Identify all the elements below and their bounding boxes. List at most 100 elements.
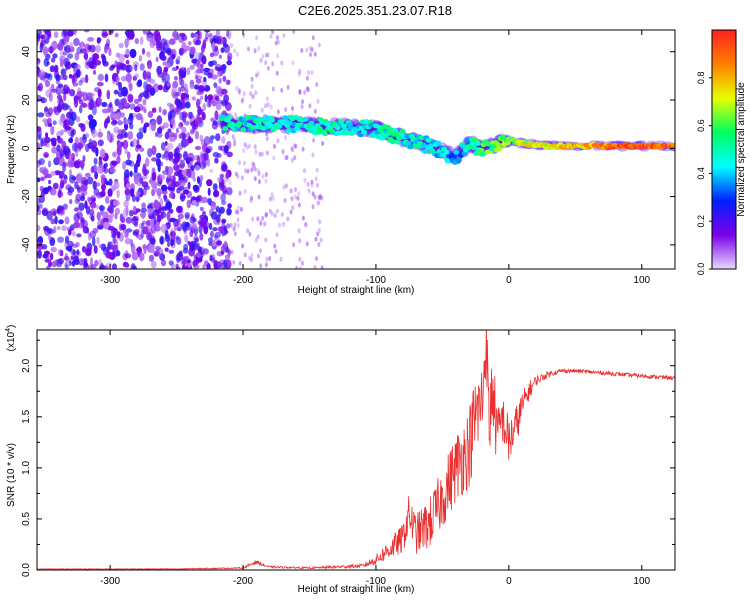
noise-speckle: [243, 142, 247, 148]
noise-speckle: [192, 184, 199, 192]
noise-speckle: [96, 236, 100, 245]
noise-speckle: [195, 165, 200, 172]
noise-speckle: [125, 183, 131, 189]
noise-speckle: [84, 74, 89, 84]
noise-speckle: [253, 176, 257, 182]
noise-speckle: [243, 252, 247, 258]
band-cell: [489, 146, 496, 152]
noise-speckle: [246, 168, 250, 174]
noise-speckle: [253, 144, 257, 150]
noise-speckle: [276, 208, 279, 214]
noise-speckle: [157, 214, 162, 223]
noise-speckle: [209, 168, 213, 173]
noise-speckle: [50, 170, 56, 176]
noise-speckle: [91, 129, 98, 138]
noise-speckle: [106, 38, 111, 46]
noise-speckle: [215, 133, 221, 142]
noise-speckle: [104, 162, 108, 168]
band-cell: [347, 125, 354, 131]
noise-speckle: [150, 237, 156, 245]
noise-speckle: [296, 196, 300, 201]
svg-text:(x104): (x104): [5, 325, 17, 352]
noise-speckle: [42, 118, 49, 123]
noise-speckle: [244, 168, 247, 174]
noise-speckle: [168, 177, 172, 183]
band-cell: [471, 145, 478, 151]
noise-speckle: [118, 141, 123, 150]
noise-speckle: [266, 52, 270, 58]
noise-speckle: [88, 138, 93, 145]
noise-speckle: [171, 89, 176, 97]
noise-speckle: [136, 144, 142, 149]
noise-speckle: [272, 155, 276, 161]
noise-speckle: [63, 174, 68, 180]
noise-speckle: [106, 115, 111, 124]
noise-speckle: [105, 195, 110, 204]
noise-speckle: [131, 251, 139, 261]
noise-speckle: [176, 127, 179, 134]
noise-speckle: [256, 234, 260, 240]
noise-speckle: [158, 106, 162, 113]
noise-speckle: [130, 188, 135, 198]
noise-speckle: [221, 222, 225, 227]
noise-speckle: [157, 84, 163, 91]
noise-speckle: [44, 106, 49, 113]
noise-speckle: [311, 191, 315, 197]
noise-speckle: [276, 138, 280, 144]
noise-speckle: [125, 59, 130, 65]
noise-speckle: [307, 188, 311, 194]
noise-speckle: [226, 151, 233, 158]
noise-speckle: [59, 48, 65, 57]
noise-speckle: [145, 157, 150, 168]
noise-speckle: [265, 52, 268, 58]
noise-speckle: [265, 131, 269, 137]
noise-speckle: [75, 173, 83, 184]
noise-speckle: [42, 253, 48, 259]
noise-speckle: [163, 194, 167, 200]
noise-speckle: [47, 107, 54, 116]
noise-speckle: [177, 86, 181, 97]
noise-speckle: [179, 67, 183, 72]
noise-speckle: [90, 62, 97, 70]
noise-speckle: [311, 152, 315, 158]
noise-speckle: [211, 100, 218, 107]
noise-speckle: [171, 53, 176, 60]
noise-speckle: [199, 134, 203, 142]
noise-speckle: [167, 241, 171, 247]
noise-speckle: [300, 48, 304, 53]
x-tick-label: 0: [506, 275, 512, 286]
noise-speckle: [191, 58, 198, 64]
noise-speckle: [250, 167, 253, 173]
noise-speckle: [135, 196, 140, 203]
band-cell: [407, 144, 414, 150]
noise-speckle: [264, 237, 268, 243]
noise-speckle: [253, 166, 257, 172]
noise-speckle: [187, 111, 194, 119]
noise-speckle: [265, 150, 269, 156]
noise-speckle: [162, 109, 168, 116]
noise-speckle: [195, 39, 202, 46]
noise-speckle: [195, 68, 203, 74]
noise-speckle: [215, 30, 221, 37]
noise-speckle: [113, 181, 120, 190]
noise-speckle: [157, 127, 163, 134]
noise-speckle: [321, 141, 325, 146]
noise-speckle: [131, 216, 139, 226]
noise-speckle: [151, 120, 157, 129]
noise-speckle: [78, 123, 84, 128]
snr-line: [37, 330, 675, 570]
noise-speckle: [129, 48, 137, 59]
y-tick-label: 2.0: [21, 358, 32, 372]
band-cell: [285, 128, 292, 134]
noise-speckle: [298, 68, 302, 74]
noise-speckle: [142, 163, 147, 174]
noise-speckle: [116, 250, 121, 257]
noise-speckle: [194, 130, 199, 140]
noise-speckle: [298, 89, 302, 95]
noise-speckle: [200, 95, 204, 100]
noise-speckle: [142, 30, 147, 35]
noise-speckle: [193, 84, 200, 90]
noise-speckle: [68, 73, 73, 79]
noise-speckle: [101, 183, 106, 192]
noise-speckle: [81, 102, 88, 108]
